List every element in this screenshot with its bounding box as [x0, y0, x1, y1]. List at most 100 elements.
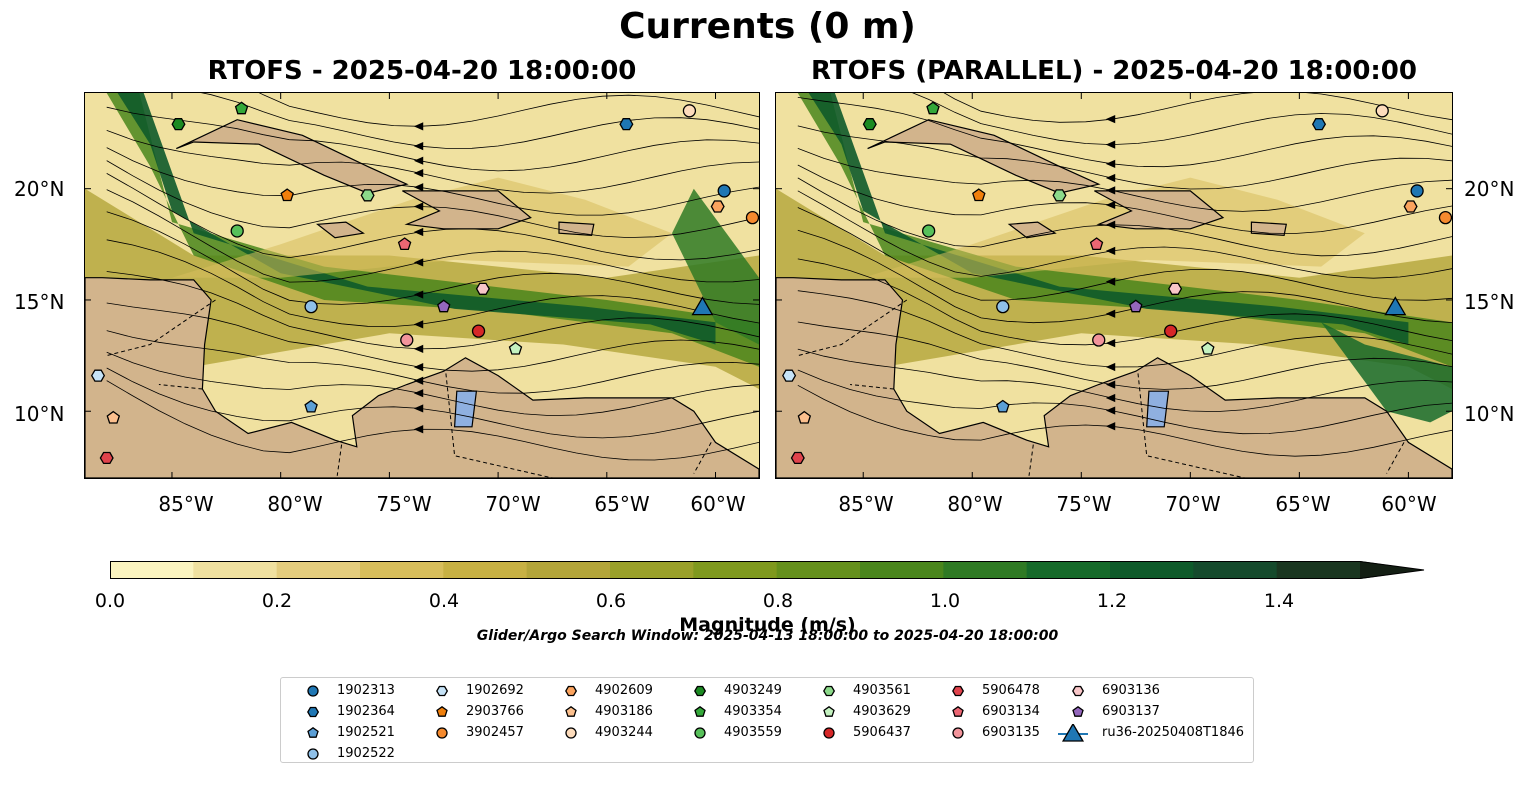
land-masses — [85, 119, 759, 478]
border-line — [106, 299, 216, 357]
legend-marker — [565, 685, 578, 697]
jamaica-land — [315, 221, 365, 239]
legend-label: 4903629 — [853, 704, 911, 719]
legend-label: 1902521 — [337, 725, 395, 740]
float-marker-2903766 — [280, 188, 294, 202]
legend-marker — [307, 726, 319, 738]
streamline-arrow — [413, 168, 424, 178]
lon-tick-label-right: 85°W — [838, 492, 894, 516]
float-marker-6903134 — [397, 237, 412, 251]
axis-ticks — [776, 93, 1452, 478]
legend-marker — [952, 685, 965, 697]
lon-tick-label-right: 65°W — [1275, 492, 1331, 516]
float-marker-ru36-20250408T1846 — [1384, 296, 1407, 316]
legend-label: 4903244 — [595, 725, 653, 740]
streamlines — [797, 93, 1452, 457]
float-marker-4903559 — [230, 224, 244, 238]
border-line — [445, 373, 553, 478]
streamline — [912, 93, 1452, 146]
streamline-arrow — [1105, 140, 1116, 149]
lake-maracaibo — [453, 390, 478, 428]
colorbar-segment — [1193, 561, 1278, 579]
colorbar-extend-arrow — [1360, 561, 1424, 579]
float-marker-5906437 — [1164, 324, 1178, 338]
float-marker-3902457 — [745, 210, 759, 225]
colorbar-segment — [443, 561, 528, 579]
legend-marker — [694, 685, 707, 697]
float-marker-1902521 — [996, 399, 1010, 413]
streamline-arrow — [1105, 422, 1116, 431]
lat-tick-label-right: 20°N — [1464, 177, 1515, 201]
political-borders — [106, 299, 712, 478]
float-marker-4903561 — [360, 189, 375, 202]
float-marker-6903136 — [1168, 282, 1183, 295]
legend-label: 4903354 — [724, 704, 782, 719]
legend-marker — [436, 727, 448, 739]
float-marker-6903137 — [1129, 299, 1143, 313]
legend-marker — [307, 685, 319, 697]
border-line — [158, 384, 203, 390]
legend-marker — [1072, 705, 1084, 717]
cuba-land — [176, 119, 409, 194]
streamline-arrow — [1105, 220, 1116, 229]
float-marker-4903186 — [106, 410, 121, 424]
float-marker-1902692 — [90, 369, 106, 382]
float-marker-6903135 — [400, 333, 414, 347]
float-marker-1902522 — [304, 299, 318, 314]
legend-label: 4903249 — [724, 683, 782, 698]
colorbar-segment — [193, 561, 278, 579]
hispaniola-land — [1094, 190, 1225, 230]
legend-label: 3902457 — [466, 725, 524, 740]
streamline — [797, 164, 1452, 234]
streamline-arrow — [1105, 362, 1116, 372]
border-line — [693, 442, 712, 474]
legend-label: ru36-20250408T1846 — [1102, 725, 1245, 740]
legend-label: 2903766 — [466, 704, 524, 719]
streamline-arrow — [1105, 186, 1116, 195]
legend-label: 6903134 — [982, 704, 1040, 719]
colorbar-segment — [360, 561, 444, 579]
speed-band — [672, 188, 759, 345]
speed-band — [172, 177, 672, 278]
central-south-america-land — [776, 277, 1452, 478]
legend-label: 1902364 — [337, 704, 395, 719]
streamline — [106, 239, 759, 327]
legend-label: 6903136 — [1102, 683, 1160, 698]
legend-marker — [823, 705, 835, 717]
streamline — [797, 348, 1452, 413]
political-borders — [797, 299, 1405, 478]
colorbar-tick-label: 1.4 — [1263, 590, 1295, 612]
streamline — [797, 229, 1452, 324]
streamline — [797, 125, 1452, 190]
streamline — [797, 290, 1452, 368]
streamline-arrow — [413, 320, 424, 329]
streamline-arrow — [413, 404, 424, 413]
streamline — [106, 351, 759, 417]
streamline-arrow — [1105, 339, 1116, 348]
float-marker-2903766 — [972, 188, 986, 202]
float-marker-6903137 — [437, 299, 451, 313]
legend-label: 4902609 — [595, 683, 653, 698]
streamline — [797, 97, 1452, 168]
streamline — [797, 190, 1452, 279]
float-marker-4903354 — [926, 101, 940, 115]
lon-tick-label-left: 80°W — [267, 492, 323, 516]
float-marker-4903561 — [1052, 189, 1067, 202]
float-marker-6903136 — [475, 282, 490, 295]
right-current-map — [775, 92, 1453, 479]
jamaica-land — [1007, 221, 1057, 239]
speed-band — [1321, 322, 1452, 423]
legend-marker — [823, 727, 835, 739]
left-panel-title: RTOFS - 2025-04-20 18:00:00 — [207, 56, 637, 86]
central-south-america-land — [85, 277, 759, 478]
streamline — [797, 321, 1452, 390]
streamline-arrow — [1105, 380, 1116, 389]
float-marker-4902609 — [1403, 200, 1418, 213]
search-window-note: Glider/Argo Search Window: 2025-04-13 18… — [476, 628, 1059, 644]
streamline — [797, 148, 1452, 212]
streamline — [258, 93, 759, 127]
legend-marker — [694, 727, 706, 739]
colorbar-segment — [693, 561, 778, 579]
streamline-arrow — [413, 227, 424, 237]
colorbar-segment — [610, 561, 694, 579]
